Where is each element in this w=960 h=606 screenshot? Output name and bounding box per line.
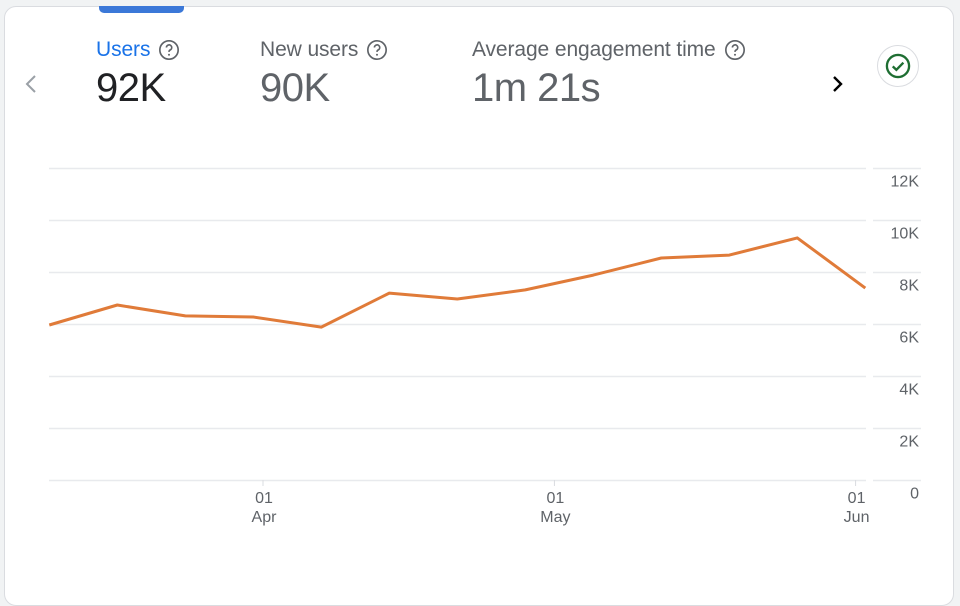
check-circle-icon: [885, 53, 911, 79]
users-overview-card: [4, 6, 954, 606]
y-tick-label: 6K: [899, 330, 919, 347]
metric-label: Average engagement time: [472, 38, 716, 61]
x-tick-day-label: 01: [848, 490, 866, 507]
y-tick-label: 4K: [899, 382, 919, 399]
x-tick-month-label: May: [540, 509, 570, 526]
metric-tab-average-engagement-time[interactable]: Average engagement time 1m 21s: [472, 38, 746, 111]
help-circle-icon[interactable]: [366, 39, 388, 61]
series-line-users: [48, 236, 867, 329]
metric-tab-users[interactable]: Users 92K: [96, 38, 180, 111]
status-button[interactable]: [877, 45, 919, 87]
y-tick-label: 8K: [899, 278, 919, 295]
y-tick-label: 10K: [891, 226, 920, 243]
x-tick-month-label: Apr: [252, 509, 278, 526]
metric-tab-new-users[interactable]: New users 90K: [260, 38, 388, 111]
y-tick-label: 0: [910, 486, 919, 503]
metric-value: 90K: [260, 66, 330, 110]
x-tick-day-label: 01: [547, 490, 565, 507]
chevron-left-icon: [25, 75, 36, 93]
metric-label: Users: [96, 38, 151, 61]
previous-metrics-button[interactable]: [20, 72, 44, 96]
users-line-chart: 01 Apr 01 May 01 Jun 0 2K 4K 6K 8K 10K 12K: [48, 167, 921, 526]
active-tab-indicator: [99, 6, 184, 13]
metric-label: New users: [260, 38, 359, 61]
chevron-right-icon: [833, 76, 843, 92]
y-tick-label: 12K: [891, 174, 920, 191]
next-metrics-button[interactable]: [826, 72, 850, 96]
x-tick-day-label: 01: [255, 490, 273, 507]
x-tick-month-label: Jun: [844, 509, 870, 526]
help-circle-icon[interactable]: [158, 39, 180, 61]
y-tick-label: 2K: [899, 434, 919, 451]
metric-value: 92K: [96, 66, 166, 110]
help-circle-icon[interactable]: [724, 39, 746, 61]
metric-value: 1m 21s: [472, 66, 601, 110]
